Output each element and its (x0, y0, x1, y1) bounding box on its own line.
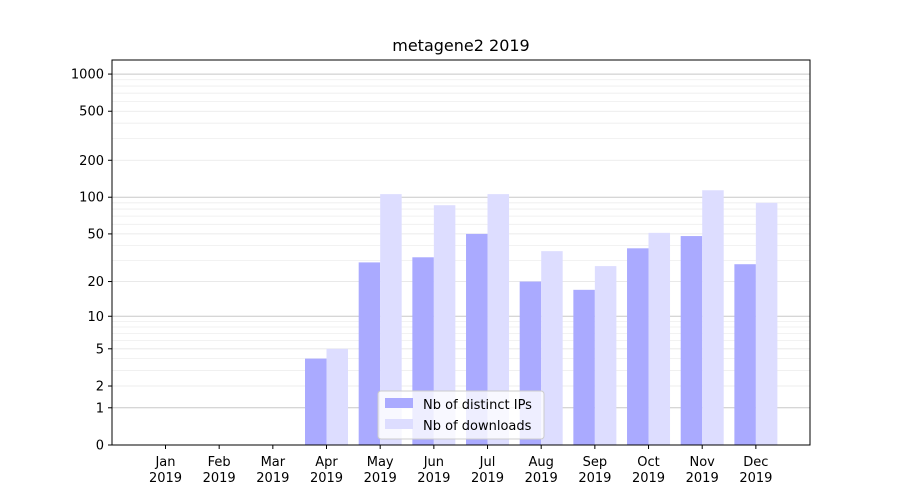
x-tick-label-month: Jan (154, 455, 175, 470)
y-tick-label: 100 (79, 191, 104, 206)
x-tick-label-year: 2019 (525, 471, 558, 486)
x-tick-label-year: 2019 (310, 471, 343, 486)
bar-distinct-ips (358, 262, 381, 445)
legend-box (377, 390, 545, 440)
x-tick-label-month: Feb (208, 455, 231, 470)
x-tick-label-year: 2019 (256, 471, 289, 486)
y-tick-label: 500 (79, 105, 104, 120)
bar-downloads (326, 348, 349, 445)
y-tick-label: 10 (87, 310, 104, 325)
bar-distinct-ips (734, 264, 756, 445)
x-tick-label-year: 2019 (739, 471, 772, 486)
bar-downloads (594, 266, 617, 445)
x-tick-label-month: Sep (583, 455, 608, 470)
bar-downloads (433, 205, 456, 445)
legend-swatch-ips (385, 398, 413, 408)
x-tick-label-month: Mar (261, 455, 286, 470)
bar-downloads (648, 232, 671, 445)
bar-downloads (487, 194, 510, 445)
chart-title: metagene2 2019 (392, 36, 529, 55)
bar-distinct-ips (573, 289, 595, 445)
bar-downloads (702, 190, 724, 445)
x-tick-label-year: 2019 (149, 471, 182, 486)
y-tick-label: 0 (96, 439, 104, 454)
x-tick-label-year: 2019 (364, 471, 397, 486)
legend-label-ips: Nb of distinct IPs (423, 398, 532, 413)
bar-downloads (380, 194, 402, 445)
bars (305, 190, 778, 445)
x-tick-label-year: 2019 (578, 471, 611, 486)
x-axis: Jan2019Feb2019Mar2019Apr2019May2019Jun20… (149, 445, 772, 486)
x-tick-label-month: Jul (479, 455, 496, 470)
bar-distinct-ips (627, 248, 649, 445)
x-tick-label-month: Nov (690, 455, 716, 470)
x-tick-label-year: 2019 (632, 471, 665, 486)
y-tick-label: 50 (87, 227, 104, 242)
x-tick-label-year: 2019 (203, 471, 236, 486)
x-tick-label-month: Dec (743, 455, 768, 470)
bar-distinct-ips (305, 358, 327, 445)
x-tick-label-month: Jun (423, 455, 444, 470)
y-tick-label: 1000 (71, 68, 104, 83)
y-tick-label: 1 (96, 401, 104, 416)
legend-swatch-downloads (385, 419, 413, 429)
bar-downloads (541, 251, 563, 445)
y-tick-label: 20 (87, 275, 104, 290)
x-tick-label-month: May (367, 455, 394, 470)
y-tick-label: 5 (96, 342, 104, 357)
plot-frame (111, 59, 811, 446)
legend: Nb of distinct IPs Nb of downloads (377, 390, 545, 440)
x-tick-label-month: Oct (637, 455, 659, 470)
bar-downloads (755, 202, 778, 445)
x-tick-label-month: Apr (315, 455, 338, 470)
y-tick-label: 200 (79, 154, 104, 169)
bar-distinct-ips (680, 236, 703, 445)
x-tick-label-year: 2019 (417, 471, 450, 486)
y-axis: 0 1 2 5 10 20 50 100 200 500 1000 (71, 68, 112, 454)
x-tick-label-year: 2019 (471, 471, 504, 486)
x-tick-label-year: 2019 (686, 471, 719, 486)
legend-label-downloads: Nb of downloads (423, 419, 532, 434)
y-tick-label: 2 (96, 380, 104, 395)
x-tick-label-month: Aug (528, 455, 553, 470)
